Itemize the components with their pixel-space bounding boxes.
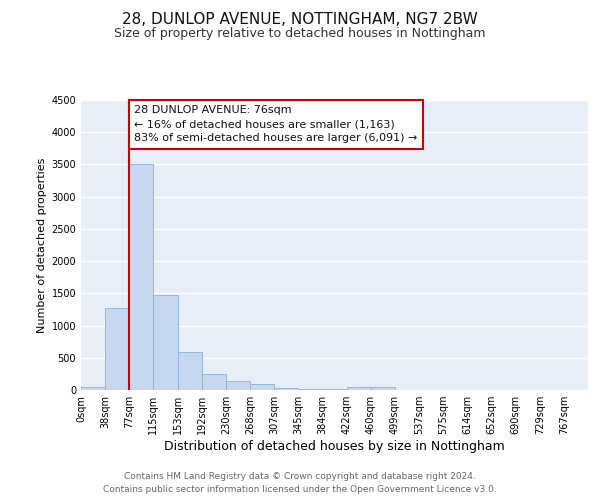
Bar <box>347 388 371 390</box>
Bar <box>202 374 226 390</box>
Bar <box>154 294 178 390</box>
Bar <box>129 164 154 390</box>
Bar <box>274 388 298 390</box>
Y-axis label: Number of detached properties: Number of detached properties <box>37 158 47 332</box>
Text: 28, DUNLOP AVENUE, NOTTINGHAM, NG7 2BW: 28, DUNLOP AVENUE, NOTTINGHAM, NG7 2BW <box>122 12 478 28</box>
Bar <box>298 389 322 390</box>
Bar <box>371 388 395 390</box>
Bar <box>178 352 202 390</box>
Bar <box>250 384 274 390</box>
Text: 28 DUNLOP AVENUE: 76sqm
← 16% of detached houses are smaller (1,163)
83% of semi: 28 DUNLOP AVENUE: 76sqm ← 16% of detache… <box>134 105 418 143</box>
Bar <box>81 388 105 390</box>
Bar <box>226 381 250 390</box>
Bar <box>105 308 129 390</box>
Text: Contains HM Land Registry data © Crown copyright and database right 2024.
Contai: Contains HM Land Registry data © Crown c… <box>103 472 497 494</box>
X-axis label: Distribution of detached houses by size in Nottingham: Distribution of detached houses by size … <box>164 440 505 453</box>
Text: Size of property relative to detached houses in Nottingham: Size of property relative to detached ho… <box>114 28 486 40</box>
